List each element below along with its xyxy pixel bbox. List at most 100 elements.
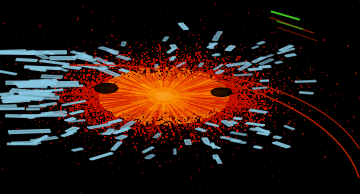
- Point: [68, 69, 74, 72]
- Point: [130, 95, 136, 99]
- Point: [104, 78, 109, 81]
- Point: [124, 94, 130, 97]
- Point: [198, 96, 204, 99]
- Point: [128, 94, 134, 97]
- Point: [171, 98, 177, 101]
- Point: [120, 79, 126, 82]
- Point: [119, 82, 125, 85]
- Point: [154, 101, 160, 104]
- Point: [158, 122, 163, 125]
- Point: [129, 97, 135, 100]
- Point: [193, 115, 199, 118]
- Point: [103, 81, 108, 84]
- Point: [216, 98, 222, 101]
- Point: [234, 101, 240, 104]
- Point: [160, 108, 166, 111]
- Point: [199, 96, 205, 99]
- Point: [129, 90, 134, 93]
- Point: [220, 97, 226, 100]
- Point: [127, 94, 132, 98]
- Point: [110, 95, 116, 98]
- Point: [112, 103, 118, 106]
- Point: [149, 94, 154, 98]
- Point: [185, 87, 191, 91]
- Point: [194, 64, 200, 68]
- Point: [130, 99, 136, 102]
- Point: [40, 35, 46, 38]
- Point: [145, 99, 151, 102]
- Point: [129, 84, 135, 87]
- Point: [127, 96, 133, 99]
- Point: [188, 102, 193, 106]
- Point: [202, 92, 208, 95]
- Point: [120, 93, 126, 96]
- Point: [108, 81, 114, 84]
- Point: [231, 99, 237, 102]
- Point: [130, 88, 135, 91]
- Point: [178, 76, 184, 79]
- Point: [210, 97, 216, 100]
- Point: [127, 93, 132, 96]
- Point: [190, 93, 196, 96]
- Point: [70, 55, 76, 58]
- Point: [112, 97, 118, 100]
- Point: [112, 98, 118, 101]
- Point: [140, 96, 145, 99]
- Point: [125, 87, 131, 90]
- Point: [190, 85, 195, 88]
- Point: [200, 92, 206, 95]
- Point: [156, 93, 161, 96]
- Point: [127, 93, 133, 96]
- Point: [95, 115, 100, 118]
- Point: [127, 96, 133, 99]
- Point: [174, 117, 180, 120]
- Point: [175, 58, 180, 61]
- Point: [87, 147, 93, 150]
- Point: [192, 96, 197, 99]
- Point: [92, 74, 98, 77]
- Point: [158, 96, 164, 99]
- Point: [194, 97, 200, 100]
- Point: [123, 95, 129, 98]
- Point: [138, 88, 144, 91]
- Point: [162, 95, 167, 98]
- Point: [226, 103, 232, 107]
- Point: [123, 85, 129, 88]
- Point: [149, 94, 155, 97]
- Point: [141, 106, 147, 109]
- Point: [189, 99, 194, 102]
- Point: [216, 86, 221, 89]
- Point: [175, 80, 181, 83]
- Point: [89, 130, 95, 133]
- Point: [118, 91, 124, 94]
- Point: [176, 87, 182, 90]
- Point: [202, 92, 207, 95]
- Point: [193, 105, 199, 108]
- Point: [196, 92, 202, 95]
- Point: [121, 91, 127, 94]
- Point: [204, 106, 210, 109]
- Point: [111, 100, 116, 103]
- Point: [183, 115, 188, 118]
- Point: [217, 116, 222, 119]
- Point: [154, 87, 160, 90]
- Point: [194, 86, 199, 89]
- Point: [197, 83, 202, 86]
- Point: [159, 88, 165, 91]
- Point: [120, 79, 126, 82]
- Point: [145, 99, 150, 102]
- Point: [126, 88, 131, 91]
- Point: [124, 95, 130, 99]
- Point: [210, 92, 216, 95]
- Point: [138, 81, 144, 84]
- Point: [96, 89, 102, 92]
- Point: [130, 88, 136, 91]
- Point: [124, 101, 130, 104]
- Point: [190, 120, 195, 123]
- Point: [192, 95, 197, 99]
- Point: [192, 96, 198, 99]
- Point: [181, 108, 187, 111]
- Point: [134, 122, 140, 125]
- Point: [114, 101, 120, 104]
- Point: [161, 94, 166, 97]
